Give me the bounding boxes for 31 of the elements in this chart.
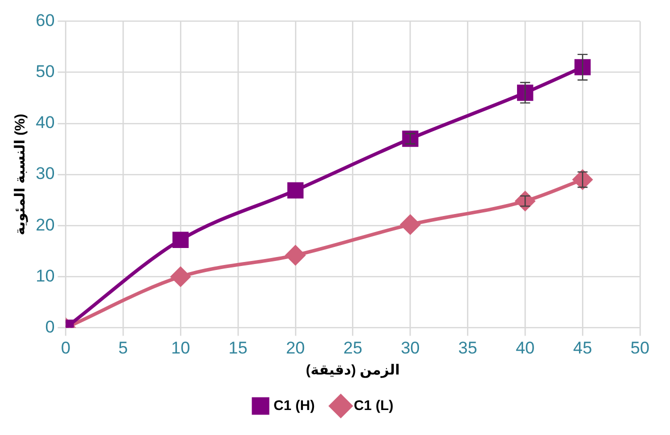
y-tick-label: 0	[45, 317, 55, 336]
x-axis-title: الزمن (دقيقة)	[306, 361, 400, 378]
y-tick-label: 40	[36, 113, 55, 132]
point	[286, 245, 306, 265]
y-tick-label: 20	[36, 215, 55, 234]
point	[287, 182, 304, 198]
y-tick-label: 60	[36, 10, 55, 30]
point	[170, 266, 190, 286]
legend-label: C1 (L)	[354, 396, 394, 413]
point	[574, 59, 591, 76]
x-tick-label: 30	[400, 338, 420, 358]
x-tick-label: 0	[60, 338, 70, 358]
y-tick-label: 50	[36, 62, 55, 81]
x-tick-label: 45	[573, 338, 592, 358]
point	[515, 191, 535, 211]
x-tick-label: 40	[516, 338, 535, 358]
x-tick-label: 50	[630, 338, 650, 358]
point	[517, 84, 534, 101]
point	[400, 214, 420, 234]
y-axis-title: النسبة المئوية (%)	[11, 114, 28, 236]
x-tick-label: 10	[171, 338, 190, 358]
x-tick-label: 20	[286, 338, 305, 358]
x-tick-label: 5	[118, 338, 128, 358]
y-tick-label: 30	[36, 164, 55, 184]
point	[172, 232, 189, 248]
x-tick-label: 25	[343, 338, 362, 358]
legend-label: C1 (H)	[274, 396, 315, 413]
y-tick-label: 10	[36, 266, 55, 286]
x-tick-label: 35	[458, 338, 478, 358]
x-tick-label: 15	[228, 338, 248, 358]
point	[572, 170, 592, 190]
